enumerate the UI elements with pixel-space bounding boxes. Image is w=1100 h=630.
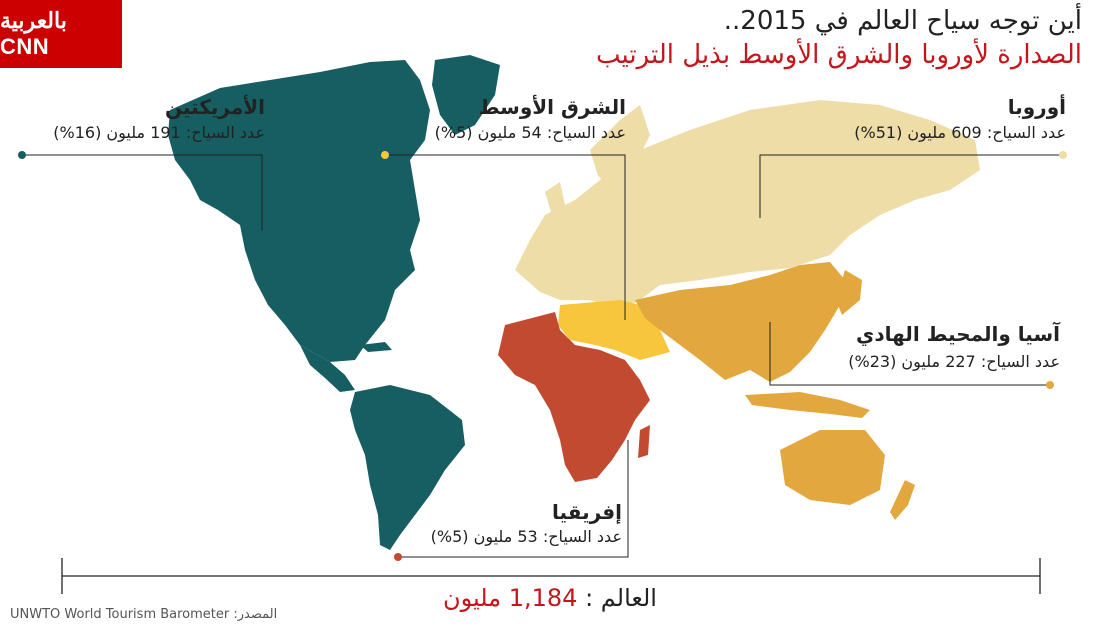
cnn-arabic-logo: بالعربية CNN xyxy=(0,0,122,68)
world-total-label: العالم : xyxy=(585,584,657,612)
world-total: العالم : 1,184 مليون xyxy=(0,584,1100,612)
callout-lines xyxy=(22,154,1063,558)
australia-landmass xyxy=(780,430,885,505)
africa-landmass xyxy=(498,312,650,482)
south-america-landmass xyxy=(350,385,465,550)
greenland-landmass xyxy=(432,55,500,135)
europe-russia-landmass xyxy=(515,100,980,310)
middle-east-stat: عدد السياح: 54 مليون (5%) xyxy=(434,123,626,142)
middle-east-label: الشرق الأوسط xyxy=(478,95,626,119)
japan-landmass xyxy=(836,270,862,315)
middle-east-marker-icon xyxy=(381,151,389,159)
asia-marker-icon xyxy=(1046,381,1054,389)
asia-pacific-stat: عدد السياح: 227 مليون (23%) xyxy=(848,352,1060,371)
africa-callout-line xyxy=(398,440,629,558)
europe-stat: عدد السياح: 609 مليون (51%) xyxy=(854,123,1066,142)
source-credit: UNWTO World Tourism Barometer :المصدر xyxy=(10,607,278,622)
world-total-value: 1,184 مليون xyxy=(443,584,578,612)
madagascar-landmass xyxy=(638,425,650,458)
caribbean-islands xyxy=(360,342,392,352)
page-subtitle: الصدارة لأوروبا والشرق الأوسط بذيل الترت… xyxy=(596,40,1082,70)
americas-stat: عدد السياح: 191 مليون (16%) xyxy=(53,123,265,142)
uk-landmass xyxy=(545,182,565,215)
africa-marker-icon xyxy=(394,553,402,561)
europe-label: أوروبا xyxy=(1007,95,1066,119)
americas-label: الأمريكتين xyxy=(164,95,265,119)
page-title: أين توجه سياح العالم في 2015.. xyxy=(723,6,1082,36)
americas-callout-line xyxy=(22,154,263,230)
africa-label: إفريقيا xyxy=(552,500,622,524)
north-america-landmass xyxy=(168,60,430,362)
europe-callout-line xyxy=(759,154,1063,218)
central-america-landmass xyxy=(300,345,355,392)
asia-callout-line xyxy=(769,322,1050,386)
world-bracket xyxy=(61,558,1041,594)
indonesia-islands xyxy=(745,392,870,418)
middle-east-landmass xyxy=(558,300,670,360)
americas-marker-icon xyxy=(18,151,26,159)
asia-pacific-label: آسيا والمحيط الهادي xyxy=(856,322,1060,346)
new-zealand-landmass xyxy=(890,480,915,520)
africa-stat: عدد السياح: 53 مليون (5%) xyxy=(430,527,622,546)
europe-marker-icon xyxy=(1059,151,1067,159)
middle-east-callout-line xyxy=(385,154,626,320)
scandinavia-landmass xyxy=(590,105,650,188)
asia-landmass xyxy=(635,262,845,382)
